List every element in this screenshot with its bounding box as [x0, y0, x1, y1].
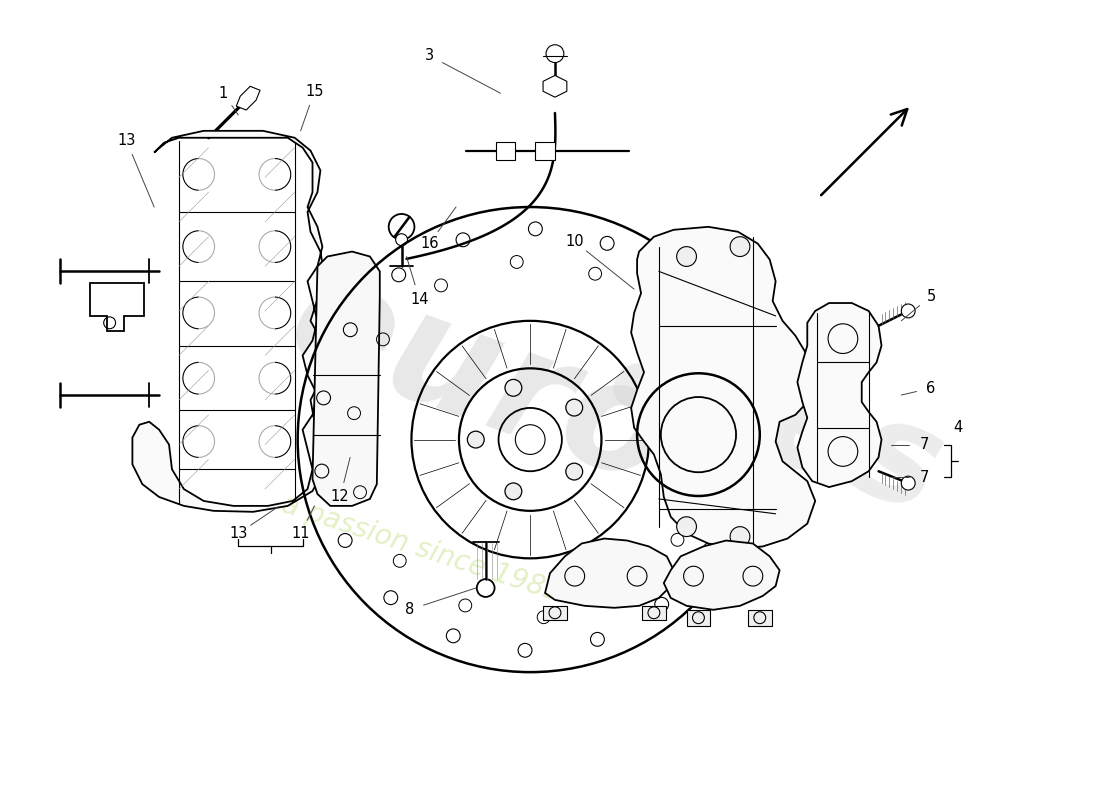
Circle shape [505, 379, 521, 396]
Polygon shape [236, 86, 260, 110]
Polygon shape [631, 227, 815, 549]
Polygon shape [536, 142, 554, 159]
Text: 13: 13 [118, 134, 135, 148]
Text: 8: 8 [405, 602, 414, 618]
Circle shape [676, 246, 696, 266]
Circle shape [396, 234, 407, 246]
Text: 16: 16 [420, 236, 439, 251]
Polygon shape [642, 606, 666, 620]
Circle shape [468, 431, 484, 448]
Polygon shape [543, 75, 566, 97]
Polygon shape [686, 610, 711, 626]
Text: ares: ares [595, 298, 960, 542]
Polygon shape [312, 251, 380, 506]
Circle shape [730, 526, 750, 546]
Text: 6: 6 [926, 381, 936, 396]
Circle shape [388, 214, 415, 240]
Circle shape [476, 579, 495, 597]
Text: a passion since 1985: a passion since 1985 [278, 490, 564, 607]
Text: 11: 11 [292, 526, 310, 541]
Circle shape [730, 237, 750, 257]
Text: 7: 7 [920, 470, 928, 485]
Circle shape [676, 517, 696, 537]
Text: 14: 14 [410, 291, 429, 306]
Text: 1: 1 [219, 86, 228, 101]
Polygon shape [663, 541, 780, 610]
Polygon shape [132, 131, 324, 512]
Text: euro: euro [271, 243, 691, 518]
Circle shape [565, 399, 583, 416]
Text: 10: 10 [565, 234, 584, 249]
Text: 13: 13 [229, 526, 248, 541]
Text: 12: 12 [331, 490, 350, 505]
Text: 7: 7 [920, 437, 928, 452]
Circle shape [901, 304, 915, 318]
Polygon shape [748, 610, 772, 626]
Text: 4: 4 [953, 420, 962, 435]
Polygon shape [496, 142, 516, 159]
Text: 5: 5 [926, 289, 936, 303]
Polygon shape [798, 303, 881, 487]
Text: 3: 3 [425, 48, 433, 63]
Polygon shape [546, 538, 673, 608]
Text: 15: 15 [305, 84, 323, 98]
Circle shape [546, 45, 564, 62]
Circle shape [901, 476, 915, 490]
Circle shape [565, 463, 583, 480]
Polygon shape [543, 606, 566, 620]
Circle shape [505, 483, 521, 500]
